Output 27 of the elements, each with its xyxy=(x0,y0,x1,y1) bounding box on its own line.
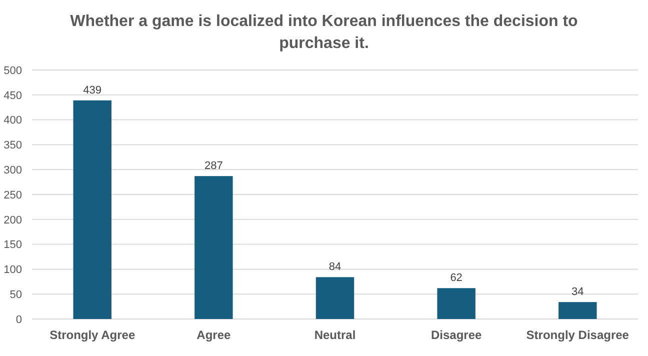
y-tick-label: 350 xyxy=(4,140,22,152)
data-label: 84 xyxy=(328,261,342,274)
x-tick-label: Disagree xyxy=(430,328,482,342)
bar xyxy=(316,277,354,319)
x-tick-label: Strongly Disagree xyxy=(526,328,630,342)
y-tick-label: 200 xyxy=(4,214,22,226)
chart-title: Whether a game is localized into Korean influences the decision to purchase it. xyxy=(70,13,578,52)
y-tick-label: 50 xyxy=(10,288,22,301)
y-tick-label: 0 xyxy=(16,314,22,326)
data-label: 439 xyxy=(83,84,102,96)
x-tick-label: Neutral xyxy=(314,328,356,342)
y-tick-label: 300 xyxy=(4,164,22,176)
x-tick-label: Strongly Agree xyxy=(50,328,136,342)
y-tick-label: 150 xyxy=(4,239,22,252)
bar xyxy=(558,302,597,319)
y-tick-label: 400 xyxy=(4,114,22,127)
y-tick-label: 250 xyxy=(4,189,22,202)
data-label: 62 xyxy=(450,272,462,284)
x-tick-label: Agree xyxy=(196,328,232,342)
data-label: 34 xyxy=(572,286,584,298)
y-tick-label: 100 xyxy=(4,264,22,276)
bar xyxy=(73,100,112,319)
y-tick-label: 450 xyxy=(4,90,22,102)
bar xyxy=(437,288,476,319)
bar xyxy=(194,176,233,319)
y-tick-label: 500 xyxy=(4,64,22,77)
data-label: 287 xyxy=(204,160,223,172)
